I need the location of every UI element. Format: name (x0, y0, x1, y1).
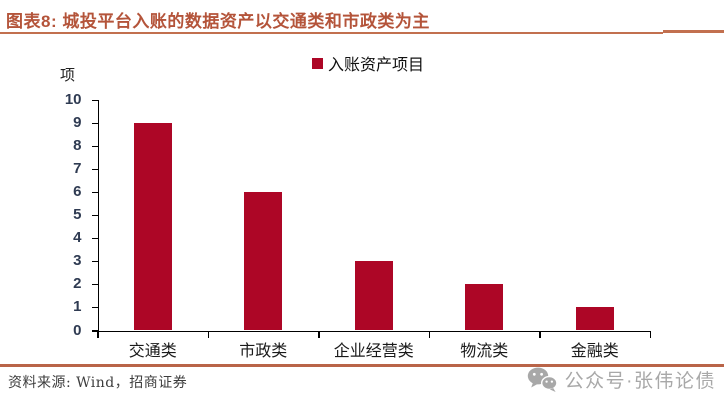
x-axis-tick (318, 330, 320, 338)
x-axis-tick (539, 330, 541, 338)
y-axis-tick-label: 2 (73, 275, 82, 293)
x-axis-category-label: 交通类 (128, 342, 177, 360)
x-axis-category-label: 金融类 (570, 342, 619, 360)
y-axis-tick (91, 191, 98, 194)
y-axis-tick-label: 3 (73, 252, 82, 270)
chart-bar (354, 261, 393, 331)
x-axis-category-label: 企业经营类 (333, 342, 414, 360)
chart-bar (133, 123, 172, 331)
footer-divider (0, 364, 724, 367)
source-note: 资料来源: Wind，招商证券 (8, 375, 188, 391)
y-axis-tick-label: 10 (64, 91, 82, 108)
y-axis-tick (91, 306, 98, 309)
y-axis-tick (91, 283, 98, 286)
y-axis-tick-label: 1 (73, 298, 82, 316)
y-axis-tick-label: 8 (73, 137, 82, 155)
y-axis-tick (91, 214, 98, 217)
legend-label: 入账资产项目 (328, 57, 425, 74)
y-axis-tick-label: 6 (73, 183, 82, 201)
wechat-icon (527, 367, 558, 392)
title-underline-accent (663, 30, 724, 33)
x-axis-line (97, 330, 650, 332)
legend-marker-square (312, 57, 323, 69)
y-axis-tick-label: 0 (73, 321, 82, 339)
watermark-text: 公众号·张伟论债 (564, 371, 716, 392)
chart-bar (244, 192, 283, 331)
y-axis-tick-label: 4 (73, 229, 82, 247)
y-axis-tick-label: 7 (73, 160, 82, 178)
wechat-watermark: 公众号·张伟论债 (527, 366, 716, 393)
y-axis-tick (91, 260, 98, 263)
title-underline (0, 32, 663, 34)
x-axis-tick (207, 330, 209, 338)
y-axis-tick-label: 5 (73, 206, 82, 224)
x-axis-category-label: 物流类 (460, 342, 509, 360)
x-axis-tick (428, 330, 430, 338)
chart-legend: 入账资产项目 (312, 51, 424, 75)
y-axis-tick (91, 330, 98, 332)
chart-bar (575, 307, 614, 331)
x-axis-tick (97, 330, 99, 338)
y-axis-tick (91, 99, 98, 101)
y-axis-tick (91, 168, 98, 171)
y-axis-unit-label: 项 (60, 67, 76, 84)
x-axis-category-label: 市政类 (239, 342, 288, 360)
y-axis-tick (91, 145, 98, 148)
x-axis-tick (649, 330, 651, 338)
y-axis-tick-label: 9 (73, 114, 82, 132)
y-axis-tick (91, 122, 98, 125)
figure-title: 图表8: 城投平台入账的数据资产以交通类和市政类为主 (6, 12, 430, 31)
y-axis-tick (91, 237, 98, 240)
chart-bar (465, 284, 504, 331)
y-axis-line (97, 100, 99, 332)
